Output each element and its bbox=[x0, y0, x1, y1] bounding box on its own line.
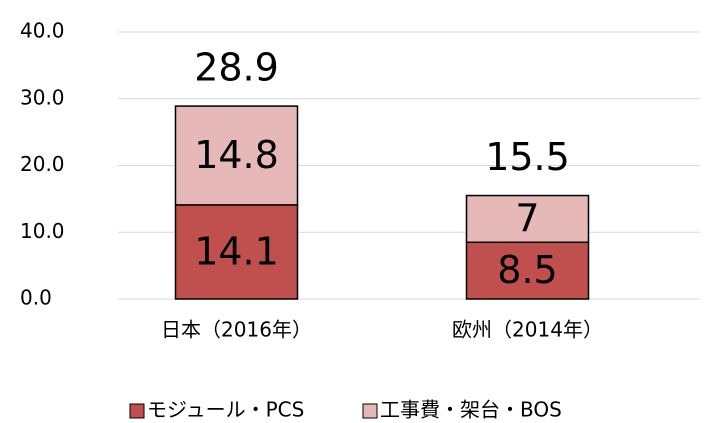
y-tick-label: 0.0 bbox=[20, 286, 52, 310]
bar-segment bbox=[174, 204, 299, 300]
bar-segment bbox=[174, 105, 299, 206]
bar-segment bbox=[465, 194, 590, 244]
y-tick-label: 20.0 bbox=[20, 152, 65, 176]
x-tick-label: 日本（2016年） bbox=[161, 318, 312, 342]
total-label: 15.5 bbox=[485, 135, 570, 179]
x-tick-label: 欧州（2014年） bbox=[452, 318, 603, 342]
value-label: 8.5 bbox=[497, 248, 557, 292]
value-label: 14.1 bbox=[194, 229, 279, 273]
total-label: 28.9 bbox=[194, 46, 279, 90]
value-label: 7 bbox=[515, 196, 539, 240]
y-tick-label: 30.0 bbox=[20, 85, 65, 109]
y-tick-label: 40.0 bbox=[20, 19, 65, 43]
legend-swatch bbox=[362, 403, 378, 419]
legend-label: モジュール・PCS bbox=[147, 398, 304, 422]
y-tick-label: 10.0 bbox=[20, 219, 65, 243]
value-label: 14.8 bbox=[194, 133, 279, 177]
legend-label: 工事費・架台・BOS bbox=[380, 398, 562, 422]
legend-swatch bbox=[129, 403, 145, 419]
